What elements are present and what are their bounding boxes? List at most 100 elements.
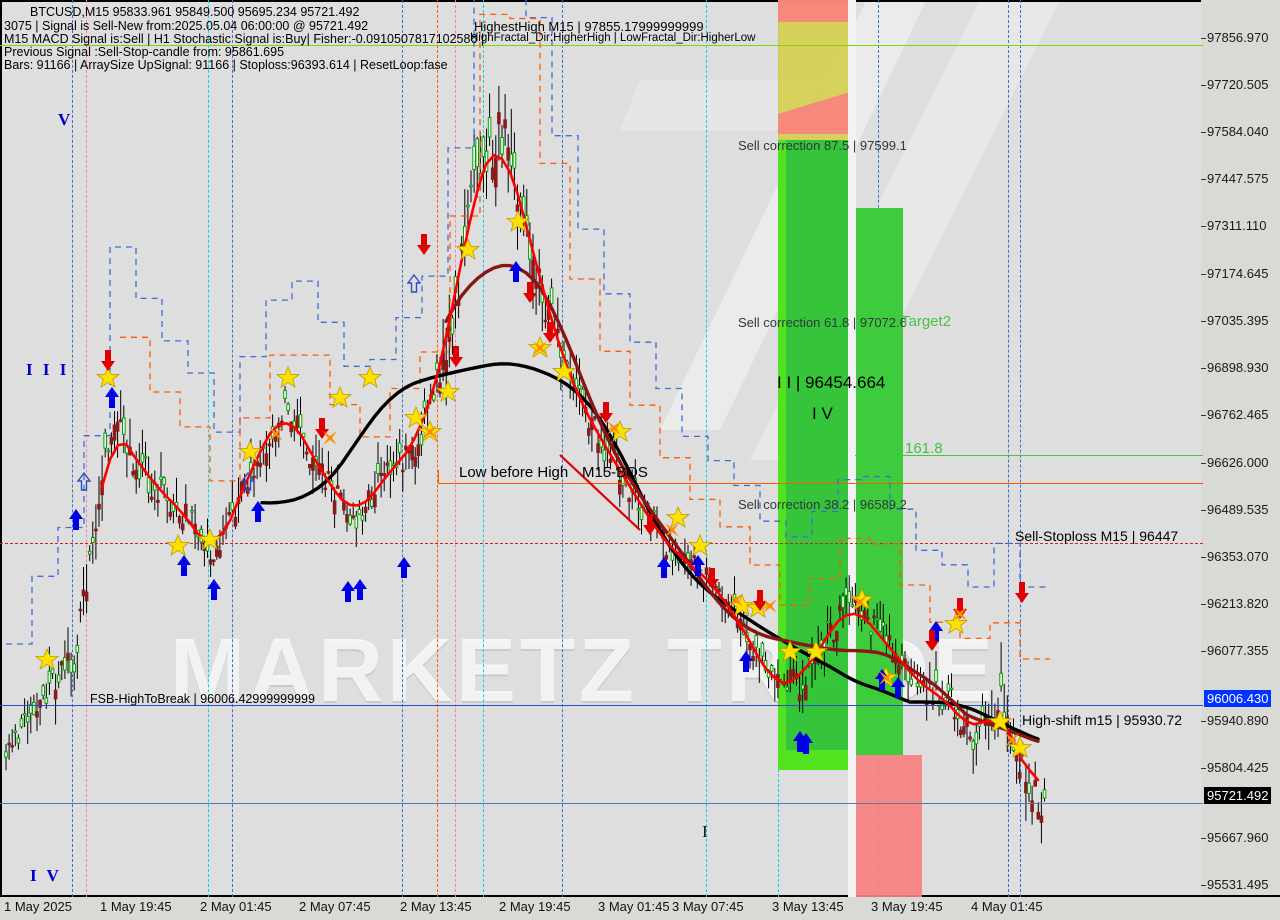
frame-border-bottom: [0, 895, 1280, 897]
marker-arrup: [105, 387, 119, 408]
marker-arrup: [739, 651, 753, 672]
grid-vline: [232, 0, 233, 897]
signal-markers: [35, 210, 1032, 758]
price-tick-label: 97174.645: [1200, 266, 1269, 281]
wave-label-iv-low: I V: [30, 866, 62, 885]
annotation-low-before-high: Low before High: [459, 464, 569, 481]
time-tick-label: 3 May 19:45: [871, 899, 943, 914]
marker-star: [944, 612, 968, 634]
price-axis[interactable]: 97856.970 97720.505 97584.040 97447.575 9731…: [1200, 0, 1280, 897]
marker-arrdn: [705, 568, 719, 589]
grid-vline: [86, 0, 87, 897]
marker-arrup: [397, 557, 411, 578]
marker-star: [238, 440, 262, 462]
price-tick-label: 97584.040: [1200, 124, 1269, 139]
marker-star: [506, 210, 530, 232]
marker-arrdn: [523, 282, 537, 303]
marker-star: [35, 648, 59, 670]
price-tick-label: 95940.890: [1200, 713, 1269, 728]
marker-arrup: [353, 579, 367, 600]
wave-label-i: I: [702, 822, 711, 841]
marker-xmark: [423, 425, 437, 439]
chart-plot-area[interactable]: MARKETZ TRADE: [0, 0, 1203, 897]
marker-arrdn: [1015, 582, 1029, 603]
marker-xmark: [763, 599, 777, 613]
marker-arrdn: [101, 350, 115, 371]
time-tick-label: 1 May 19:45: [100, 899, 172, 914]
annotation-high-shift: High-shift m15 | 95930.72: [1022, 712, 1183, 728]
time-tick-label: 3 May 01:45: [598, 899, 670, 914]
marker-arrdn: [417, 234, 431, 255]
marker-arrdn: [599, 402, 613, 423]
marker-arrdn: [753, 590, 767, 611]
price-tick-label: 97447.575: [1200, 171, 1269, 186]
zone-green-dark: [786, 140, 850, 750]
annotation-sell-stoploss: Sell-Stoploss M15 | 96447: [1015, 528, 1179, 544]
marker-arrup: [177, 555, 191, 576]
annotation-wave-ii: I I | 96454.664: [777, 373, 886, 392]
marker-arrup: [251, 501, 265, 522]
marker-star: [746, 596, 770, 618]
price-tick-label: 97856.970: [1200, 30, 1269, 45]
annotation-m15-bos: M15-BOS: [582, 464, 648, 481]
price-badge-black: 95721.492: [1204, 787, 1272, 804]
time-tick-label: 2 May 07:45: [299, 899, 371, 914]
price-tick-label: 97035.395: [1200, 313, 1269, 328]
marker-arrup: [691, 555, 705, 576]
marker-xmark: [323, 431, 337, 445]
marker-xmark: [665, 523, 679, 537]
grid-vline: [706, 0, 707, 897]
time-tick-label: 2 May 19:45: [499, 899, 571, 914]
grid-vline: [437, 0, 438, 897]
marker-arrdn: [449, 346, 463, 367]
marker-arrup: [657, 557, 671, 578]
price-tick-label: 96762.465: [1200, 407, 1269, 422]
marker-arrup: [509, 261, 523, 282]
marker-arrdn: [543, 322, 557, 343]
wave-label-v: V: [58, 110, 74, 129]
zone-white-gap: [848, 0, 856, 897]
marker-xmark: [953, 607, 967, 621]
time-tick-label: 3 May 07:45: [672, 899, 744, 914]
grid-vline: [1008, 0, 1009, 897]
grid-vline: [1020, 0, 1021, 897]
marker-star: [688, 534, 712, 556]
price-tick-label: 96213.820: [1200, 596, 1269, 611]
frame-border-left: [0, 0, 2, 897]
indicator-lines: [6, 0, 1050, 782]
grid-vline: [72, 0, 73, 897]
annotation-sell-correction-382: Sell correction 38.2 | 96589.2: [738, 497, 907, 512]
price-tick-label: 95531.495: [1200, 877, 1269, 892]
price-tick-label: 97720.505: [1200, 77, 1269, 92]
annotation-sell-correction-618: Sell correction 61.8 | 97072.6: [738, 315, 907, 330]
marker-star: [358, 366, 382, 388]
price-tick-label: 96898.930: [1200, 360, 1269, 375]
annotation-fsb-high-to-break: FSB-HighToBreak | 96006.42999999999: [90, 692, 315, 706]
marker-arrup: [341, 581, 355, 602]
price-tick-label: 96626.000: [1200, 455, 1269, 470]
marker-arrdn: [953, 598, 967, 619]
marker-star: [528, 336, 552, 358]
time-axis[interactable]: 1 May 2025 1 May 19:45 2 May 01:45 2 May 07…: [0, 897, 1280, 920]
marker-star: [328, 386, 352, 408]
marker-arrup-hollow: [241, 472, 255, 491]
marker-arrup-hollow: [407, 274, 421, 293]
price-tick-label: 95804.425: [1200, 760, 1269, 775]
wave-label-iii: I I I: [26, 360, 70, 379]
marker-arrup: [929, 621, 943, 642]
price-tick-label: 96077.355: [1200, 643, 1269, 658]
candlestick-series: [4, 85, 1047, 844]
fractal-direction-label: HighFractal_Dir:HigherHigh | LowFractal_…: [470, 32, 756, 44]
marker-xmark: [729, 593, 743, 607]
marker-xmark: [533, 341, 547, 355]
marker-arrup: [207, 579, 221, 600]
time-tick-label: 2 May 01:45: [200, 899, 272, 914]
zone-red-upper: [778, 0, 850, 22]
time-tick-label: 2 May 13:45: [400, 899, 472, 914]
price-badge-blue: 96006.430: [1204, 690, 1272, 707]
signal-line-4: Bars: 91166 | ArraySize UpSignal: 91166 …: [4, 58, 448, 72]
grid-vline: [402, 0, 403, 897]
marker-star: [456, 238, 480, 260]
annotation-sell-correction-875: Sell correction 87.5 | 97599.1: [738, 138, 907, 153]
marker-arrdn: [925, 630, 939, 651]
